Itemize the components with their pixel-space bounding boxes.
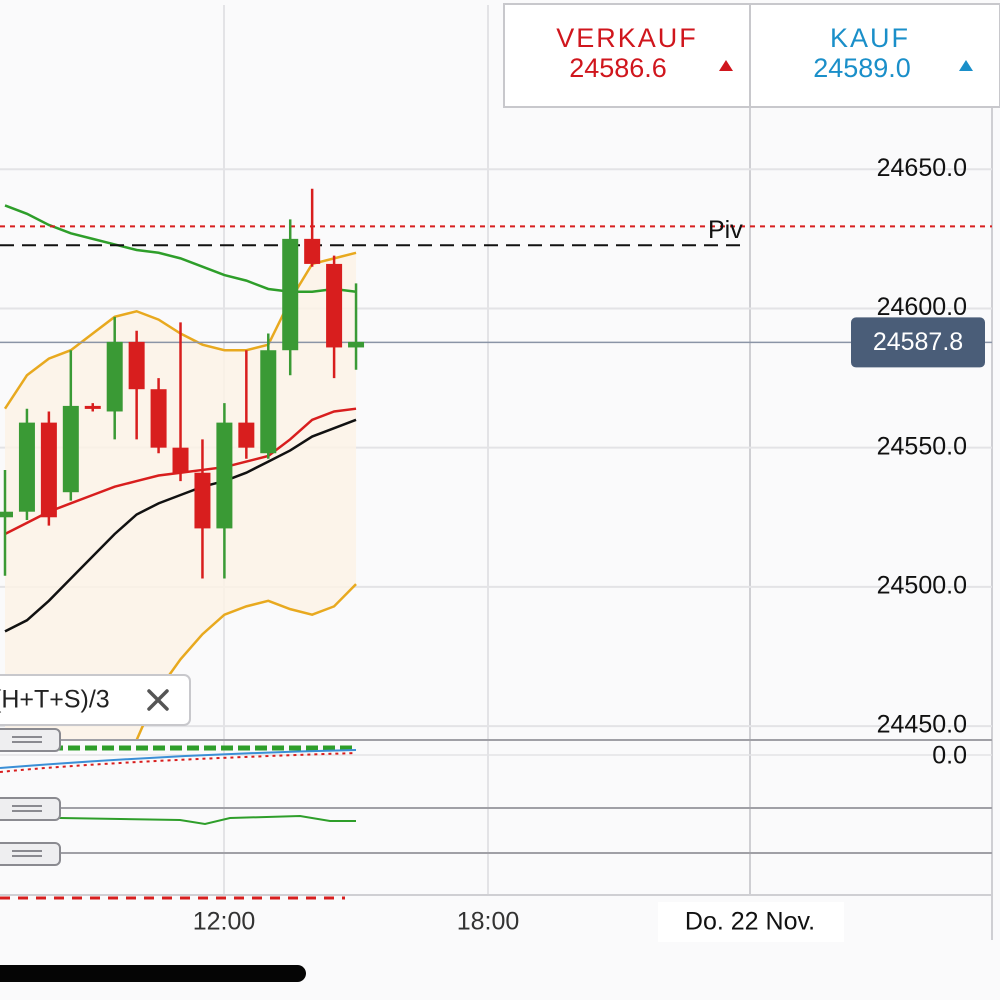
panel-handle[interactable] (0, 728, 61, 752)
candle-body (84, 405, 101, 409)
close-icon[interactable] (147, 689, 169, 711)
y-tick-label: 24500.0 (877, 571, 967, 599)
candle-body (304, 238, 321, 264)
candle-body (216, 422, 233, 529)
panel-handle[interactable] (0, 842, 61, 866)
sell-button[interactable] (503, 3, 751, 108)
handle-grip (12, 850, 42, 857)
sub-panels: 0.0 (0, 728, 992, 900)
candle-body (238, 422, 255, 448)
indicator-line (4, 418, 357, 633)
pivot-label: Piv (708, 216, 743, 244)
price-badge-label: 24587.8 (873, 328, 963, 356)
candle-body (260, 350, 277, 454)
handle-grip (12, 805, 42, 812)
time-label: 18:00 (457, 908, 520, 936)
chip-box (0, 674, 191, 726)
indicator-line (135, 583, 357, 740)
candle-body (40, 422, 57, 518)
time-label: 12:00 (193, 908, 256, 936)
up-arrow (959, 60, 973, 71)
price-badge (851, 317, 985, 368)
buy-price: 24589.0 (813, 53, 911, 83)
candle-body (172, 447, 189, 473)
candle-body (348, 341, 365, 348)
candle-body (62, 405, 79, 493)
y-tick-label: 24550.0 (877, 432, 967, 460)
date-label: Do. 22 Nov. (685, 908, 815, 936)
candle-body (326, 263, 343, 348)
indicator-label: (H+T+S)/3 (0, 686, 110, 714)
candle-body (150, 389, 167, 448)
y-tick-label: 24450.0 (877, 711, 967, 739)
oscillator-line (0, 814, 356, 826)
scroll-bar[interactable] (0, 965, 306, 982)
handle-grip (12, 736, 42, 743)
sub-panel-tick: 0.0 (932, 742, 967, 770)
candle-body (194, 472, 211, 529)
sell-label: VERKAUF (556, 23, 698, 53)
panel-handle[interactable] (0, 797, 61, 821)
indicator-chip[interactable]: (H+T+S)/3 (0, 674, 191, 726)
candle-body (106, 341, 123, 412)
date-badge (658, 902, 844, 942)
signal-line (0, 752, 357, 773)
candle-body (128, 341, 145, 390)
sell-price: 24586.6 (569, 53, 667, 83)
candle-body (282, 238, 299, 351)
quote-header: VERKAUF 24586.6 KAUF 24589.0 (503, 3, 1000, 108)
plot (0, 188, 992, 740)
up-arrow (719, 60, 733, 71)
candle-body (0, 511, 13, 518)
y-tick-label: 24600.0 (877, 293, 967, 321)
candle-body (18, 422, 35, 512)
macd-line (0, 749, 357, 769)
buy-label: KAUF (830, 23, 910, 53)
y-tick-label: 24650.0 (877, 154, 967, 182)
buy-button[interactable] (749, 3, 1000, 108)
